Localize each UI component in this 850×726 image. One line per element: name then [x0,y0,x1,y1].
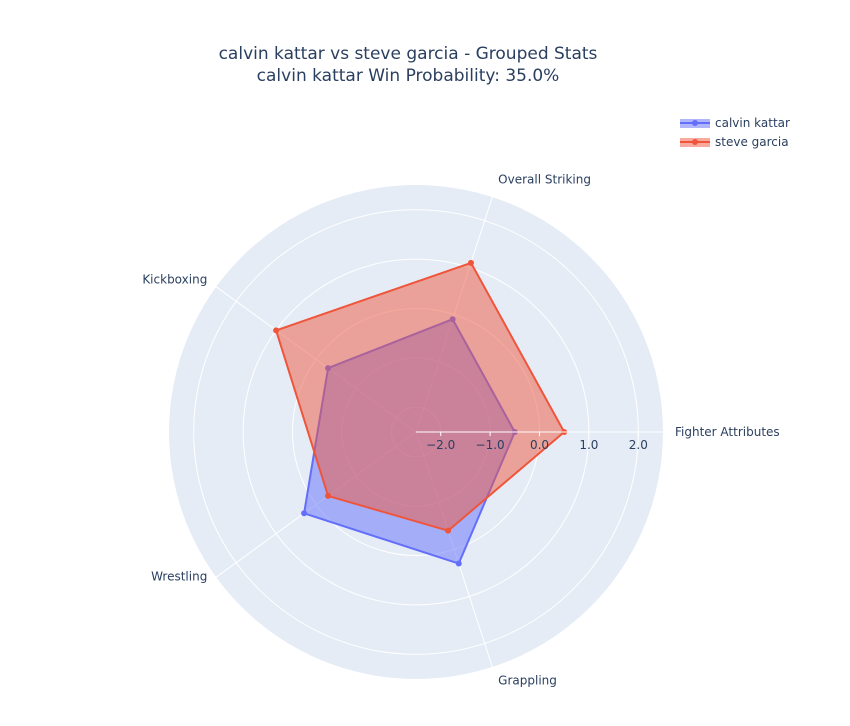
polar-area: −2.0 −1.0 0.0 1.0 2.0 Fighter Attributes Overa… [142,172,779,687]
series-point-0-4 [455,560,462,567]
series-point-0-3 [301,510,308,517]
category-label: Overall Striking [498,172,591,186]
radial-tick-label: −2.0 [426,438,455,452]
series-point-1-1 [467,259,474,266]
legend-item-1[interactable]: steve garcia [680,135,789,149]
legend-marker [692,120,698,126]
category-label: Wrestling [151,570,207,584]
legend-label: steve garcia [715,135,789,149]
chart-title-line2: calvin kattar Win Probability: 35.0% [257,66,560,86]
radial-tick-label: −1.0 [476,438,505,452]
radial-tick-label: 2.0 [629,438,648,452]
series-point-1-3 [325,492,332,499]
series-point-1-4 [445,527,452,534]
radial-tick-label: 1.0 [579,438,598,452]
series-point-1-2 [273,327,280,334]
series-area-1 [275,261,566,532]
radial-tick-label: 0.0 [530,438,549,452]
category-label: Grappling [498,674,557,688]
legend-item-0[interactable]: calvin kattar [680,116,790,130]
category-label: Kickboxing [142,272,207,286]
legend-label: calvin kattar [715,116,790,130]
legend[interactable]: calvin kattar steve garcia [680,116,790,149]
chart-title-line1: calvin kattar vs steve garcia - Grouped … [219,44,598,64]
legend-marker [692,139,698,145]
category-label: Fighter Attributes [675,425,780,439]
